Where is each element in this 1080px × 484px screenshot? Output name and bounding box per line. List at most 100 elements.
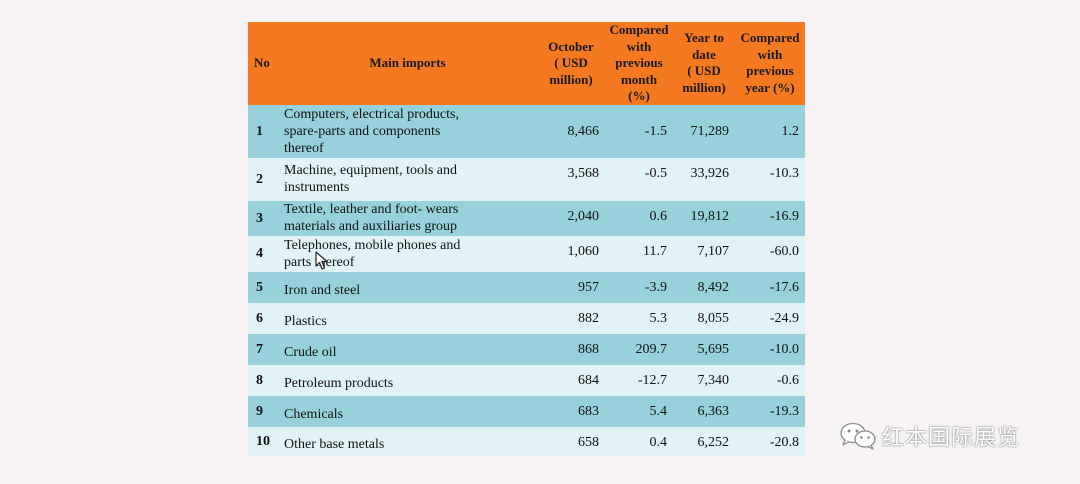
row-year-pct: -10.3	[735, 157, 805, 201]
row-month-pct: 0.4	[605, 426, 673, 456]
wechat-icon	[840, 422, 876, 450]
row-ytd: 19,812	[673, 200, 735, 236]
header-line: (%)	[628, 88, 650, 103]
table-row: 3 Textile, leather and foot- wears mater…	[248, 200, 805, 236]
row-year-pct: -16.9	[735, 200, 805, 236]
row-name-line: spare-parts and components	[284, 123, 441, 139]
table-row: 6 Plastics 882 5.3 8,055 -24.9	[248, 302, 805, 334]
header-line: ( USD	[554, 55, 588, 70]
row-name-line: Chemicals	[284, 406, 344, 422]
row-month-pct: -0.5	[605, 157, 673, 201]
header-line: ( USD	[687, 63, 721, 79]
header-no: No	[248, 22, 278, 105]
row-name-line: Telephones, mobile phones and	[284, 237, 461, 253]
watermark-text: 红本国际展览	[882, 426, 1021, 451]
row-name-line: Machine, equipment, tools and	[284, 163, 458, 178]
row-no: 1	[248, 104, 278, 158]
header-line: date	[692, 46, 716, 62]
row-no: 6	[248, 302, 278, 334]
row-name: Petroleum products	[278, 364, 537, 396]
row-october: 868	[537, 333, 605, 365]
table-row: 7 Crude oil 868 209.7 5,695 -10.0	[248, 333, 805, 365]
imports-table-container: No Main imports October ( USD million) C…	[248, 22, 805, 456]
header-line: previous	[746, 63, 794, 79]
header-line: Compared	[740, 30, 800, 46]
row-october: 957	[537, 271, 605, 303]
row-no: 2	[248, 157, 278, 201]
row-october: 3,568	[537, 157, 605, 201]
row-ytd: 6,363	[673, 395, 735, 427]
row-year-pct: -20.8	[735, 426, 805, 456]
row-name: Other base metals	[278, 426, 537, 456]
mouse-cursor-icon	[315, 251, 328, 270]
row-name-line: materials and auxiliaries group	[284, 219, 457, 234]
row-name: Iron and steel	[278, 271, 537, 303]
row-year-pct: -17.6	[735, 271, 805, 303]
header-line: October	[548, 38, 594, 54]
row-october: 2,040	[537, 200, 605, 236]
row-name-line: Computers, electrical products,	[284, 106, 459, 122]
row-year-pct: -19.3	[735, 395, 805, 427]
row-year-pct: -10.0	[735, 333, 805, 365]
row-name: Machine, equipment, tools and instrument…	[278, 157, 537, 201]
table-row: 8 Petroleum products 684 -12.7 7,340 -0.…	[248, 364, 805, 396]
table-row: 10 Other base metals 658 0.4 6,252 -20.8	[248, 426, 805, 456]
table-row: 5 Iron and steel 957 -3.9 8,492 -17.6	[248, 271, 805, 303]
row-no: 8	[248, 364, 278, 396]
row-month-pct: -12.7	[605, 364, 673, 396]
row-ytd: 33,926	[673, 157, 735, 201]
header-line: year (%)	[745, 79, 795, 95]
header-line: previous	[615, 55, 663, 70]
table-row: 1 Computers, electrical products, spare-…	[248, 104, 805, 158]
row-name-line: Crude oil	[284, 344, 337, 360]
row-no: 3	[248, 200, 278, 236]
row-name: Textile, leather and foot- wears materia…	[278, 200, 537, 236]
header-october: October ( USD million)	[537, 22, 605, 105]
row-month-pct: -1.5	[605, 104, 673, 158]
header-line: month	[620, 71, 658, 87]
row-year-pct: -24.9	[735, 302, 805, 334]
header-line: Year to	[684, 30, 724, 46]
row-no: 7	[248, 333, 278, 365]
header-compared-year: Compared with previous year (%)	[735, 22, 805, 105]
row-month-pct: 0.6	[605, 200, 673, 236]
row-name: Computers, electrical products, spare-pa…	[278, 104, 537, 158]
row-month-pct: -3.9	[605, 271, 673, 303]
table-row: 4 Telephones, mobile phones and parts th…	[248, 235, 805, 272]
row-name-line: Plastics	[284, 313, 327, 329]
row-ytd: 71,289	[673, 104, 735, 158]
row-name-line: thereof	[284, 140, 324, 156]
row-name-line: Textile, leather and foot- wears	[284, 202, 459, 217]
header-line: Compared	[609, 22, 669, 37]
header-year-to-date: Year to date ( USD million)	[673, 22, 735, 105]
header-line: with	[757, 46, 783, 62]
row-year-pct: -60.0	[735, 235, 805, 272]
row-october: 1,060	[537, 235, 605, 272]
row-no: 5	[248, 271, 278, 303]
row-no: 10	[248, 426, 278, 456]
main-imports-table: No Main imports October ( USD million) C…	[248, 22, 805, 456]
row-name: Plastics	[278, 302, 537, 334]
row-month-pct: 5.3	[605, 302, 673, 334]
table-row: 2 Machine, equipment, tools and instrume…	[248, 157, 805, 201]
header-line: with	[626, 38, 652, 54]
row-ytd: 7,107	[673, 235, 735, 272]
row-october: 684	[537, 364, 605, 396]
header-line: million)	[549, 71, 593, 87]
row-ytd: 7,340	[673, 364, 735, 396]
row-name: Chemicals	[278, 395, 537, 427]
row-october: 658	[537, 426, 605, 456]
row-month-pct: 11.7	[605, 235, 673, 272]
row-ytd: 6,252	[673, 426, 735, 456]
header-main-imports: Main imports	[278, 22, 537, 105]
row-ytd: 8,492	[673, 271, 735, 303]
row-ytd: 5,695	[673, 333, 735, 365]
row-name-line: instruments	[284, 180, 350, 195]
row-month-pct: 209.7	[605, 333, 673, 365]
row-october: 8,466	[537, 104, 605, 158]
row-no: 9	[248, 395, 278, 427]
row-name-line: Petroleum products	[284, 375, 394, 391]
table-header-row: No Main imports October ( USD million) C…	[248, 22, 805, 105]
watermark: 红本国际展览	[838, 420, 1020, 452]
header-compared-month: Compared with previous month (%)	[605, 22, 673, 105]
